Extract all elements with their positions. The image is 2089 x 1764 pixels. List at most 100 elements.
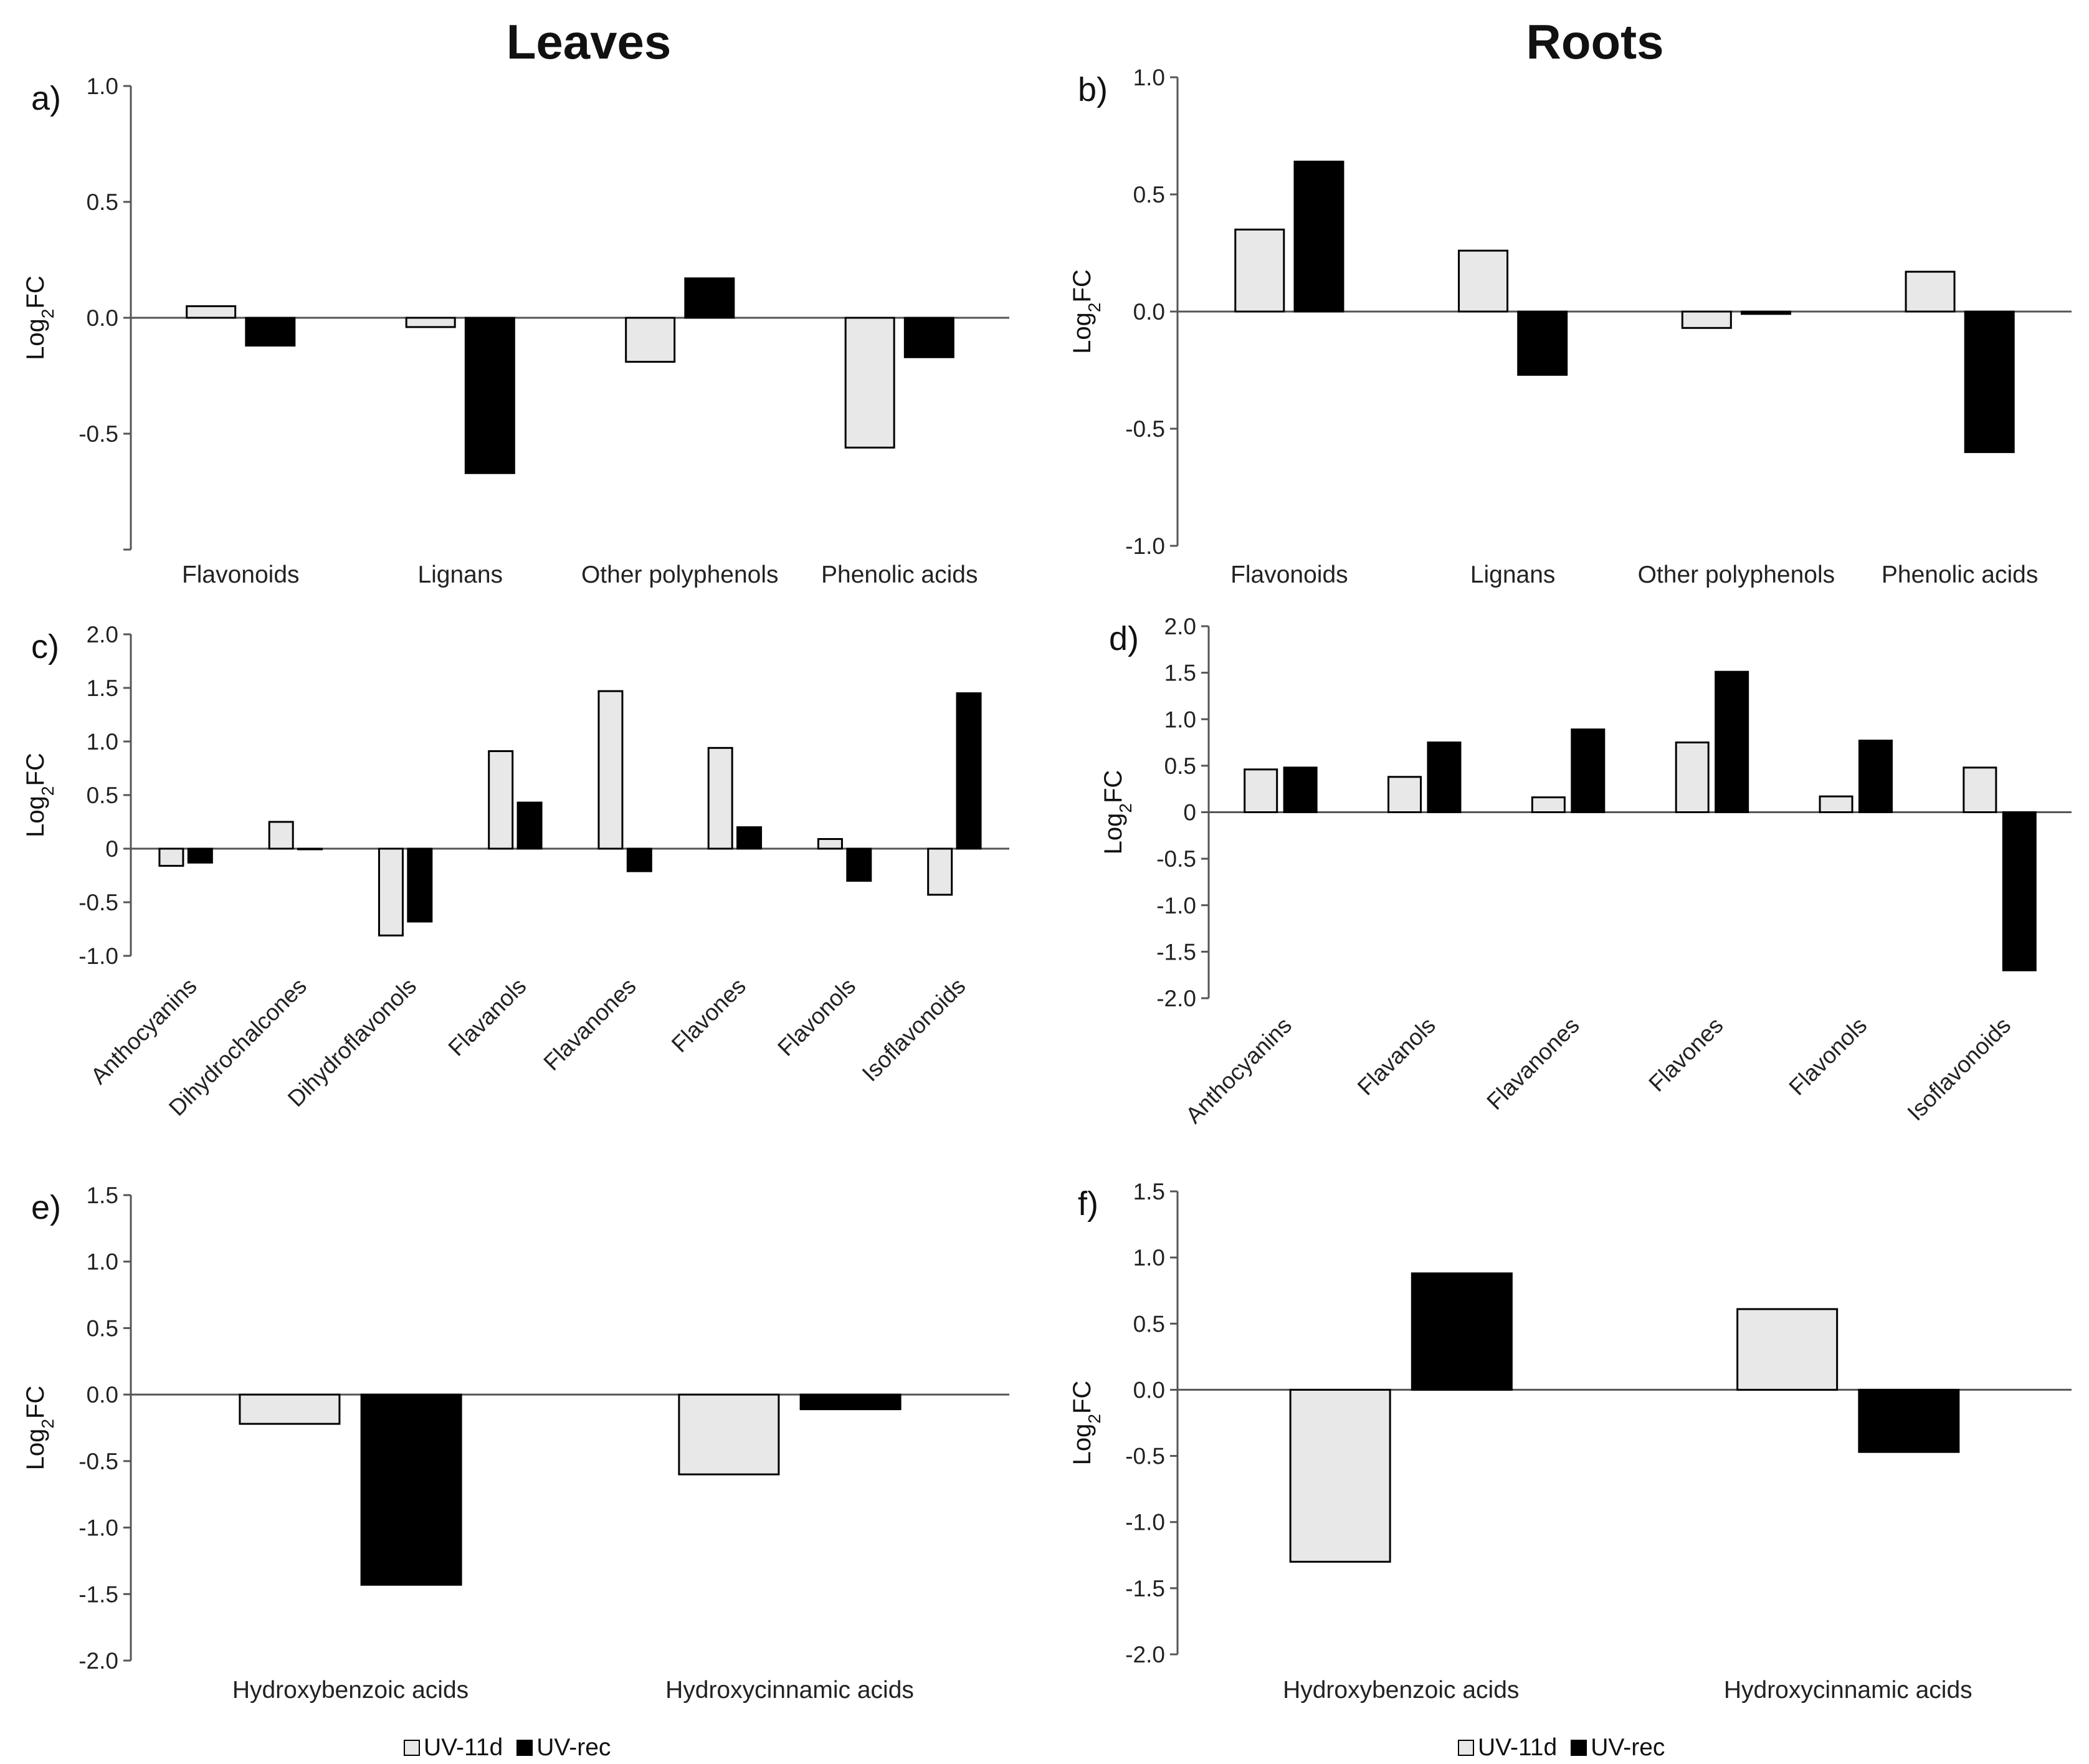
category-label-c: Flavonols	[773, 973, 860, 1061]
panel-label-f: f)	[1078, 1185, 1098, 1223]
y-tick-label-d: 2.0	[1164, 614, 1196, 639]
category-label-a: Phenolic acids	[821, 561, 978, 588]
bar-d-uv-11d-flavanones	[1531, 796, 1566, 813]
category-label-a: Flavonoids	[182, 561, 300, 588]
bar-b-uv-rec-phenolic-acids	[1964, 310, 2015, 454]
bar-d-uv-rec-flavones	[1715, 670, 1749, 813]
panel-label-b: b)	[1078, 71, 1108, 108]
y-tick-label-f: 1.0	[1133, 1245, 1165, 1271]
y-tick-label-d: -1.5	[1156, 939, 1196, 965]
bar-f-uv-11d-hydroxycinnamic-acids	[1736, 1308, 1839, 1391]
y-tick-label-f: 0.0	[1133, 1377, 1165, 1403]
y-axis-title-d: Log2FC	[1100, 770, 1135, 855]
y-tick-label-c: 2.0	[87, 622, 118, 647]
y-tick-label-a: -0.5	[79, 421, 118, 447]
bar-e-uv-11d-hydroxybenzoic-acids	[239, 1393, 341, 1425]
panel-label-d: d)	[1109, 620, 1139, 657]
category-label-b: Flavonoids	[1230, 561, 1348, 588]
bar-b-uv-rec-flavonoids	[1293, 160, 1344, 313]
y-tick-label-a: 1.0	[87, 74, 118, 99]
bar-a-uv-rec-lignans	[464, 317, 515, 474]
category-label-f: Hydroxycinnamic acids	[1724, 1677, 1972, 1704]
category-label-c: Flavanones	[539, 973, 641, 1075]
category-label-e: Hydroxybenzoic acids	[232, 1677, 469, 1704]
y-axis-title-b: Log2FC	[1068, 269, 1104, 354]
legend-left: UV-11d UV-rec	[404, 1734, 624, 1762]
y-tick-label-c: 0	[105, 836, 118, 862]
y-tick-label-a: 0.5	[87, 189, 118, 215]
bar-c-uv-11d-flavonols	[817, 838, 843, 850]
bar-e-uv-rec-hydroxycinnamic-acids	[799, 1393, 902, 1411]
bar-c-uv-11d-isoflavonoids	[927, 847, 953, 896]
bar-e-uv-rec-hydroxybenzoic-acids	[360, 1393, 462, 1586]
y-tick-label-d: 0.5	[1164, 753, 1196, 779]
y-axis-title-a: Log2FC	[22, 275, 57, 360]
y-tick-label-f: -2.0	[1125, 1642, 1165, 1667]
bar-f-uv-rec-hydroxybenzoic-acids	[1411, 1272, 1513, 1391]
bar-d-uv-rec-flavonols	[1858, 740, 1893, 814]
bar-c-uv-11d-flavanols	[488, 750, 514, 850]
bar-b-uv-rec-other-polyphenols	[1740, 310, 1791, 315]
y-axis-title-c: Log2FC	[22, 753, 57, 837]
y-tick-label-b: -0.5	[1125, 416, 1165, 442]
legend-swatch-uvrec	[1571, 1740, 1587, 1756]
bar-c-uv-rec-dihydroflavonols	[407, 847, 433, 923]
legend-swatch-uv11d	[404, 1740, 420, 1756]
category-label-d: Anthocyanins	[1181, 1013, 1297, 1128]
bar-c-uv-rec-isoflavonoids	[956, 692, 982, 850]
y-tick-label-d: -1.0	[1156, 893, 1196, 918]
y-tick-label-f: 0.5	[1133, 1311, 1165, 1337]
bar-e-uv-11d-hydroxycinnamic-acids	[678, 1393, 780, 1476]
column-title-leaves: Leaves	[506, 14, 672, 69]
bar-c-uv-rec-anthocyanins	[187, 847, 213, 864]
bar-b-uv-11d-flavonoids	[1234, 228, 1285, 313]
y-tick-label-d: 1.5	[1164, 660, 1196, 686]
bar-c-uv-11d-flavones	[707, 746, 733, 850]
bar-a-uv-11d-other-polyphenols	[625, 317, 676, 363]
bar-f-uv-11d-hydroxybenzoic-acids	[1289, 1388, 1391, 1563]
y-axis-title-f: Log2FC	[1068, 1381, 1104, 1466]
bar-b-uv-11d-lignans	[1458, 249, 1509, 313]
y-tick-label-b: 1.0	[1133, 65, 1165, 90]
y-tick-label-c: 1.5	[87, 675, 118, 701]
category-label-d: Flavanols	[1353, 1013, 1440, 1100]
bar-d-uv-11d-anthocyanins	[1244, 768, 1278, 813]
legend-label-uv11d: UV-11d	[424, 1734, 503, 1761]
y-tick-label-c: -1.0	[79, 943, 118, 969]
category-label-c: Anthocyanins	[86, 973, 202, 1089]
bar-b-uv-11d-other-polyphenols	[1681, 310, 1732, 329]
category-label-b: Lignans	[1470, 561, 1556, 588]
category-label-c: Flavanols	[444, 973, 531, 1061]
y-tick-label-e: 1.0	[87, 1249, 118, 1275]
category-label-d: Flavones	[1644, 1013, 1728, 1097]
y-tick-label-f: 1.5	[1133, 1179, 1165, 1204]
bar-a-uv-11d-lignans	[405, 317, 456, 328]
bar-a-uv-rec-phenolic-acids	[903, 317, 954, 358]
y-tick-label-d: -2.0	[1156, 986, 1196, 1011]
category-label-c: Flavones	[667, 973, 751, 1057]
category-label-f: Hydroxybenzoic acids	[1283, 1677, 1519, 1704]
y-tick-label-e: 0.5	[87, 1315, 118, 1341]
bar-c-uv-rec-flavonols	[846, 847, 872, 882]
bar-c-uv-rec-flavanols	[516, 801, 543, 850]
panel-label-c: c)	[31, 628, 59, 665]
y-tick-label-e: 1.5	[87, 1183, 118, 1208]
legend-swatch-uv11d	[1458, 1740, 1474, 1756]
y-tick-label-c: 0.5	[87, 783, 118, 808]
bar-a-uv-11d-flavonoids	[186, 305, 237, 319]
column-title-roots: Roots	[1526, 14, 1664, 69]
y-tick-label-e: -1.5	[79, 1581, 118, 1607]
bar-c-uv-11d-dihydroflavonols	[378, 847, 404, 937]
y-tick-label-b: 0.0	[1133, 299, 1165, 325]
y-tick-label-a: 0.0	[87, 305, 118, 331]
bar-b-uv-rec-lignans	[1517, 310, 1568, 376]
bar-a-uv-rec-flavonoids	[245, 317, 296, 347]
bar-c-uv-11d-dihydrochalcones	[268, 821, 294, 850]
y-tick-label-e: -2.0	[79, 1648, 118, 1674]
y-tick-label-f: -1.5	[1125, 1576, 1165, 1601]
y-tick-label-e: -0.5	[79, 1449, 118, 1474]
legend-swatch-uvrec	[516, 1740, 533, 1756]
bar-d-uv-11d-flavanols	[1387, 776, 1422, 814]
category-label-e: Hydroxycinnamic acids	[665, 1677, 914, 1704]
